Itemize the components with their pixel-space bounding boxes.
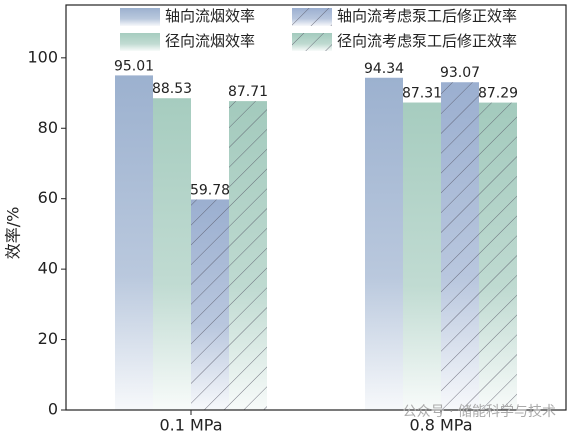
data-label: 95.01	[114, 58, 154, 74]
bar-hatch	[229, 101, 267, 410]
legend-label: 轴向流考虑泵工后修正效率	[337, 7, 517, 25]
legend-label: 径向流考虑泵工后修正效率	[337, 32, 517, 50]
legend-label: 径向流烟效率	[165, 32, 255, 50]
legend-label: 轴向流烟效率	[165, 7, 255, 25]
bar	[115, 75, 153, 410]
y-tick-label: 20	[38, 329, 58, 348]
data-label: 87.71	[228, 84, 268, 100]
bar-hatch	[191, 199, 229, 410]
y-tick-label: 40	[38, 259, 58, 278]
data-label: 94.34	[364, 61, 404, 77]
data-label: 59.78	[190, 182, 230, 198]
legend-swatch	[120, 33, 160, 51]
y-axis-label: 效率/%	[4, 207, 23, 260]
data-label: 87.31	[402, 86, 442, 102]
plot-frame	[65, 4, 567, 411]
bar-hatch	[479, 102, 517, 410]
y-tick-label: 80	[38, 118, 58, 137]
bar	[153, 98, 191, 411]
y-tick-label: 100	[27, 47, 58, 66]
x-tick-label: 0.8 MPa	[409, 416, 472, 435]
data-label: 87.29	[478, 86, 518, 102]
y-tick-label: 60	[38, 188, 58, 207]
bar-hatch	[441, 82, 479, 410]
bar	[365, 77, 403, 411]
legend-swatch	[120, 8, 160, 26]
y-tick-label: 0	[48, 400, 58, 419]
x-tick-label: 0.1 MPa	[159, 416, 222, 435]
data-label: 88.53	[152, 81, 192, 97]
data-label: 93.07	[440, 65, 480, 81]
legend-hatch	[292, 33, 332, 51]
bar	[403, 102, 441, 410]
legend-hatch	[292, 8, 332, 26]
watermark: 公众号 · 储能科学与技术	[403, 404, 556, 420]
